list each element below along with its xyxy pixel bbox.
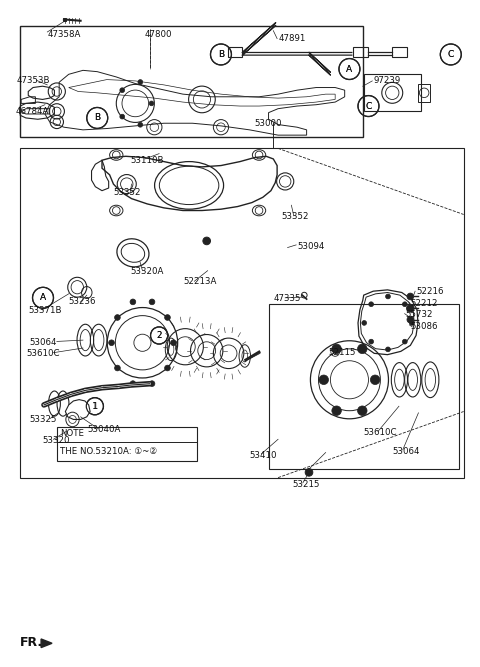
Text: B: B: [94, 113, 100, 123]
Circle shape: [385, 347, 390, 352]
Circle shape: [358, 406, 367, 416]
Text: 53352: 53352: [281, 212, 309, 221]
Text: 1: 1: [92, 402, 98, 411]
Text: 47800: 47800: [145, 30, 172, 39]
Circle shape: [402, 302, 407, 307]
Text: 55732: 55732: [406, 310, 433, 319]
Bar: [20, 26, 363, 137]
Circle shape: [385, 294, 390, 299]
Circle shape: [369, 340, 373, 344]
Text: THE NO.53210A: ①~②: THE NO.53210A: ①~②: [60, 448, 157, 456]
Circle shape: [358, 344, 367, 354]
Circle shape: [170, 340, 176, 346]
Text: 53410: 53410: [250, 451, 277, 460]
Text: 53215: 53215: [292, 480, 320, 489]
Circle shape: [332, 406, 341, 416]
Text: 53352: 53352: [113, 187, 141, 197]
Polygon shape: [41, 639, 52, 648]
Text: 53064: 53064: [30, 338, 57, 347]
Text: 52212: 52212: [410, 299, 438, 307]
Text: 47891: 47891: [278, 34, 305, 43]
Circle shape: [138, 79, 143, 85]
Circle shape: [305, 468, 313, 476]
Circle shape: [115, 315, 120, 320]
Bar: [228, 47, 242, 57]
Circle shape: [407, 293, 414, 299]
Bar: [57, 427, 197, 461]
Bar: [418, 83, 431, 102]
Circle shape: [319, 375, 328, 385]
Text: A: A: [40, 293, 46, 302]
Circle shape: [407, 316, 414, 323]
Circle shape: [165, 365, 170, 371]
Text: 53086: 53086: [410, 321, 438, 331]
Text: 53094: 53094: [297, 241, 324, 251]
Text: 2: 2: [156, 331, 162, 340]
Circle shape: [115, 365, 120, 371]
Text: 1: 1: [92, 402, 97, 411]
Text: C: C: [448, 50, 454, 59]
Circle shape: [149, 299, 155, 305]
Text: A: A: [347, 65, 352, 73]
Text: 53040A: 53040A: [88, 425, 121, 434]
Text: 53325: 53325: [30, 415, 57, 424]
Text: 53320: 53320: [43, 436, 70, 445]
Text: 52115: 52115: [328, 348, 356, 357]
Circle shape: [203, 237, 211, 245]
Text: 53110B: 53110B: [131, 156, 164, 165]
Bar: [353, 47, 368, 57]
Circle shape: [407, 305, 414, 312]
Text: 53371B: 53371B: [28, 306, 62, 315]
Text: 53000: 53000: [254, 119, 282, 128]
Text: 47335: 47335: [273, 294, 301, 303]
Text: A: A: [40, 293, 46, 302]
Bar: [20, 148, 464, 478]
Text: 53610C: 53610C: [364, 428, 397, 437]
Circle shape: [371, 375, 380, 385]
Text: 52216: 52216: [416, 287, 444, 296]
Circle shape: [149, 101, 154, 106]
Circle shape: [165, 315, 170, 320]
Circle shape: [108, 340, 114, 346]
Text: 2: 2: [156, 331, 162, 340]
Text: 46784A: 46784A: [15, 107, 49, 116]
Circle shape: [120, 114, 125, 119]
Text: 47358A: 47358A: [48, 30, 81, 39]
Circle shape: [332, 344, 341, 354]
Text: NOTE: NOTE: [60, 430, 84, 438]
Text: 53320A: 53320A: [131, 267, 164, 276]
Circle shape: [362, 321, 367, 325]
Text: B: B: [218, 50, 224, 59]
Text: 52213A: 52213A: [183, 277, 216, 286]
Text: 53236: 53236: [69, 297, 96, 306]
Text: FR.: FR.: [20, 636, 43, 650]
Text: A: A: [347, 65, 352, 73]
Circle shape: [138, 123, 143, 127]
Text: 97239: 97239: [373, 77, 400, 85]
Text: B: B: [218, 50, 224, 59]
Bar: [268, 303, 459, 469]
Polygon shape: [65, 400, 90, 420]
Bar: [392, 47, 407, 57]
Polygon shape: [63, 18, 66, 21]
Bar: [364, 74, 421, 111]
Text: B: B: [94, 113, 100, 123]
Circle shape: [149, 381, 155, 386]
Circle shape: [130, 381, 136, 386]
Text: C: C: [448, 50, 454, 59]
Text: C: C: [365, 101, 372, 111]
Text: C: C: [365, 101, 372, 111]
Circle shape: [130, 299, 136, 305]
Circle shape: [409, 321, 414, 325]
Circle shape: [402, 340, 407, 344]
Circle shape: [120, 88, 125, 93]
Text: 53610C: 53610C: [27, 350, 60, 358]
Text: 53064: 53064: [392, 447, 420, 456]
Text: 47353B: 47353B: [16, 77, 50, 85]
Circle shape: [369, 302, 373, 307]
